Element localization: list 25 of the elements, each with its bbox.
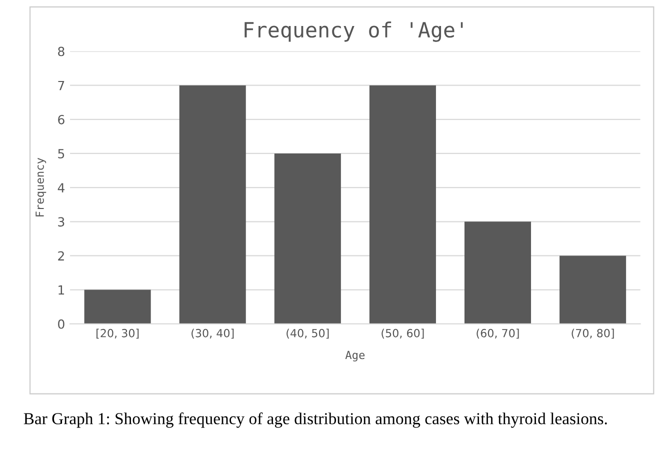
- text: Bar Graph 1: Showing frequency of age distribution among cases with thyroid leasions.: [24, 412, 607, 428]
- y-tick-label: 5: [58, 149, 64, 158]
- y-tick-label: 1: [58, 285, 64, 295]
- x-tick-label: (30, 40]: [192, 328, 234, 339]
- bar: [464, 222, 532, 324]
- y-tick-label: 2: [58, 251, 64, 260]
- x-tick-label: (60, 70]: [476, 328, 519, 339]
- y-tick-label: 8: [58, 46, 64, 56]
- x-tick-label: (70, 80]: [572, 328, 614, 339]
- y-tick-label: 7: [58, 80, 64, 90]
- bar: [560, 256, 626, 324]
- y-tick-label: 4: [58, 183, 64, 192]
- bar: [179, 85, 246, 324]
- y-tick-label: 6: [58, 114, 64, 124]
- bar: [274, 153, 341, 324]
- chart-title: Frequency of 'Age': [244, 22, 463, 42]
- x-tick-label: [20, 30]: [96, 328, 139, 339]
- bar: [369, 85, 436, 324]
- y-tick-label: 3: [58, 217, 64, 227]
- x-tick-label: (50, 60]: [382, 328, 424, 339]
- bar: [84, 290, 151, 324]
- x-tick-label: (40, 50]: [286, 328, 329, 339]
- y-axis-title: Frequency: [36, 158, 46, 216]
- y-tick-label: 0: [58, 319, 64, 329]
- x-axis-title: Age: [345, 350, 365, 362]
